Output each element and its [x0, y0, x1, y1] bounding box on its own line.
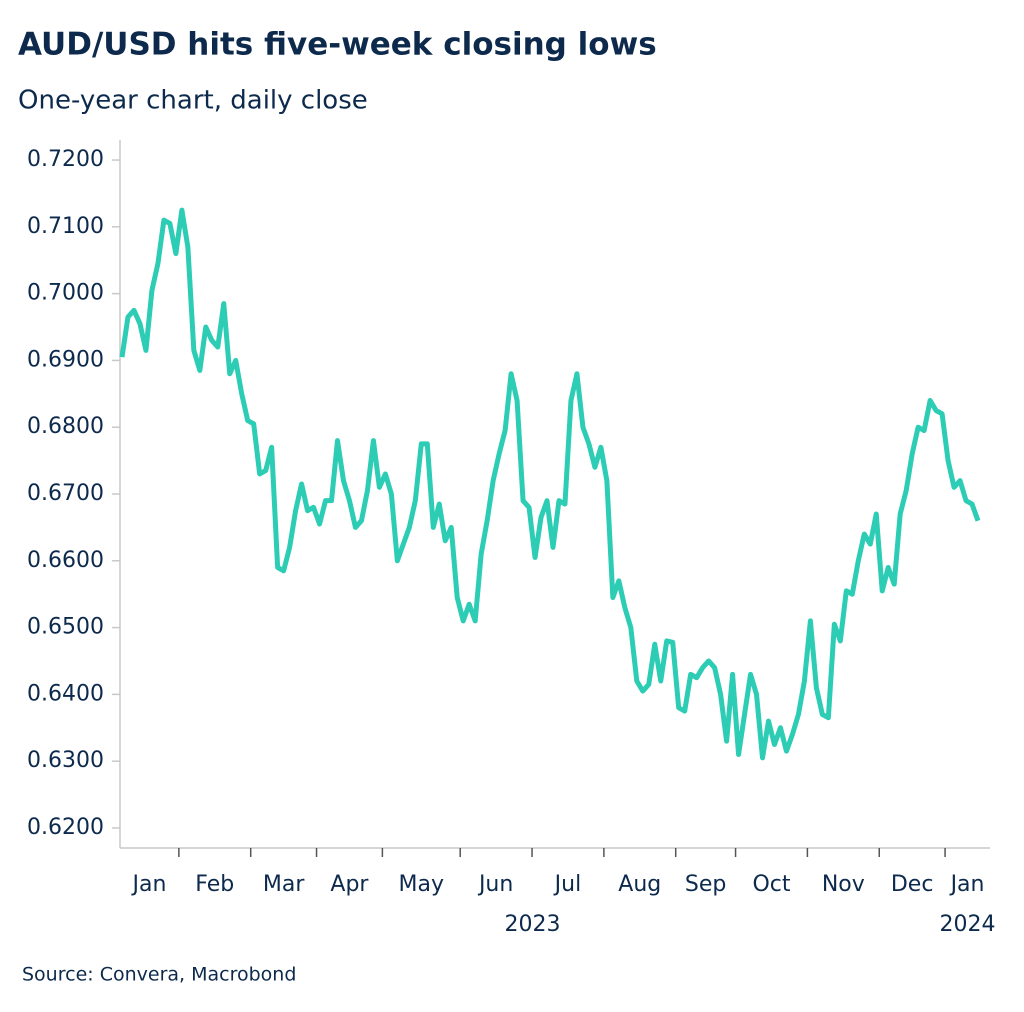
- y-tick-label: 0.7200: [27, 147, 104, 172]
- x-tick-label: Aug: [618, 872, 661, 897]
- x-tick-label: Dec: [891, 872, 934, 897]
- source-note: Source: Convera, Macrobond: [22, 964, 296, 986]
- chart-title: AUD/USD hits five-week closing lows: [18, 27, 657, 63]
- y-tick-label: 0.6900: [27, 347, 104, 372]
- x-tick-label: Nov: [822, 872, 865, 897]
- x-tick-label: Sep: [685, 872, 726, 897]
- x-tick-label: Feb: [195, 872, 234, 897]
- x-tick-label: Oct: [752, 872, 790, 897]
- y-tick-label: 0.7000: [27, 281, 104, 306]
- data-line: [119, 207, 981, 761]
- y-tick-label: 0.6600: [27, 548, 104, 573]
- x-tick-label: Jun: [477, 872, 513, 897]
- y-tick-label: 0.6800: [27, 414, 104, 439]
- chart-subtitle: One-year chart, daily close: [18, 86, 368, 116]
- x-tick-label: Apr: [330, 872, 369, 897]
- y-tick-label: 0.6200: [27, 815, 104, 840]
- x-tick-label: May: [399, 872, 444, 897]
- y-tick-label: 0.6500: [27, 615, 104, 640]
- x-tick-label: Jul: [553, 872, 582, 897]
- y-tick-label: 0.6300: [27, 748, 104, 773]
- y-tick-label: 0.7100: [27, 214, 104, 239]
- year-label: 2023: [505, 912, 561, 937]
- year-label: 2024: [940, 912, 996, 937]
- y-tick-label: 0.6700: [27, 481, 104, 506]
- x-tick-label: Jan: [130, 872, 166, 897]
- y-tick-label: 0.6400: [27, 681, 104, 706]
- x-tick-label: Jan: [949, 872, 985, 897]
- x-tick-label: Mar: [263, 872, 305, 897]
